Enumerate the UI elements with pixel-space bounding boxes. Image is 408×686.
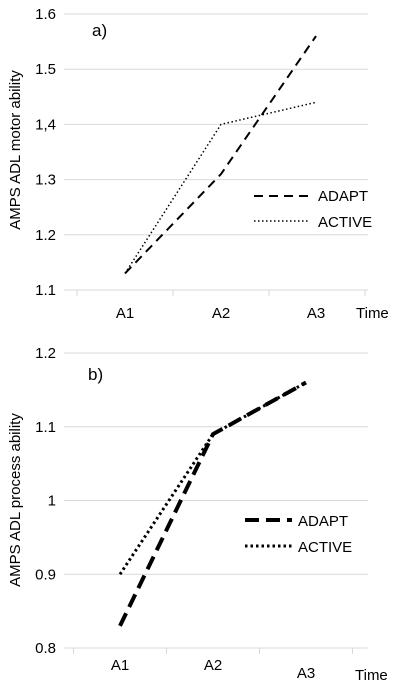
legend-b-adapt-label: ADAPT	[298, 513, 348, 530]
chart-b-panel-label: b)	[88, 365, 103, 384]
chart-a-ytick-label: 1.6	[35, 6, 56, 23]
chart-b-ytick-label: 1	[48, 493, 56, 510]
chart-a-series-active-line	[124, 101, 317, 274]
chart-b-xtick-label: A3	[297, 665, 315, 682]
chart-b-xlabel: Time	[355, 667, 388, 684]
chart-b: AMPS ADL process ability b) 0.8 0.9 1 1.1 1.…	[7, 345, 388, 684]
chart-a-ytick-label: 1.5	[35, 61, 56, 78]
chart-b-ytick-label: 1.1	[35, 419, 56, 436]
legend-b-active-label: ACTIVE	[298, 539, 352, 556]
chart-a-ytick-label: 1.3	[35, 172, 56, 189]
chart-b-xtick-label: A2	[204, 657, 222, 674]
chart-a-xtick-label: A2	[212, 305, 230, 322]
chart-b-ylabel: AMPS ADL process ability	[7, 413, 24, 587]
chart-a-ylabel: AMPS ADL motor ability	[7, 70, 24, 230]
chart-b-xtick-label: A1	[111, 657, 129, 674]
chart-b-series-adapt-line	[118, 380, 307, 627]
chart-a-ytick-label: 1,4	[35, 116, 56, 133]
chart-a-xtick-label: A1	[116, 305, 134, 322]
chart-a-panel-label: a)	[92, 21, 107, 40]
chart-a-legend: ADAPT ACTIVE	[254, 188, 372, 231]
chart-b-ytick-label: 0.9	[35, 566, 56, 583]
chart-a-ytick-label: 1.2	[35, 227, 56, 244]
chart-b-series-active-line	[118, 381, 307, 576]
legend-a-active-label: ACTIVE	[318, 214, 372, 231]
chart-a: AMPS ADL motor ability a) 1.1 1.2 1.3 1,4 1.…	[7, 6, 389, 322]
chart-b-legend: ADAPT ACTIVE	[245, 513, 352, 556]
chart-a-series-adapt-line	[124, 35, 317, 275]
chart-a-xtick-label: A3	[307, 305, 325, 322]
chart-a-xlabel: Time	[356, 305, 389, 322]
chart-a-ytick-label: 1.1	[35, 282, 56, 299]
legend-a-adapt-label: ADAPT	[318, 188, 368, 205]
chart-b-ytick-label: 0.8	[35, 640, 56, 657]
chart-b-ytick-label: 1.2	[35, 345, 56, 362]
